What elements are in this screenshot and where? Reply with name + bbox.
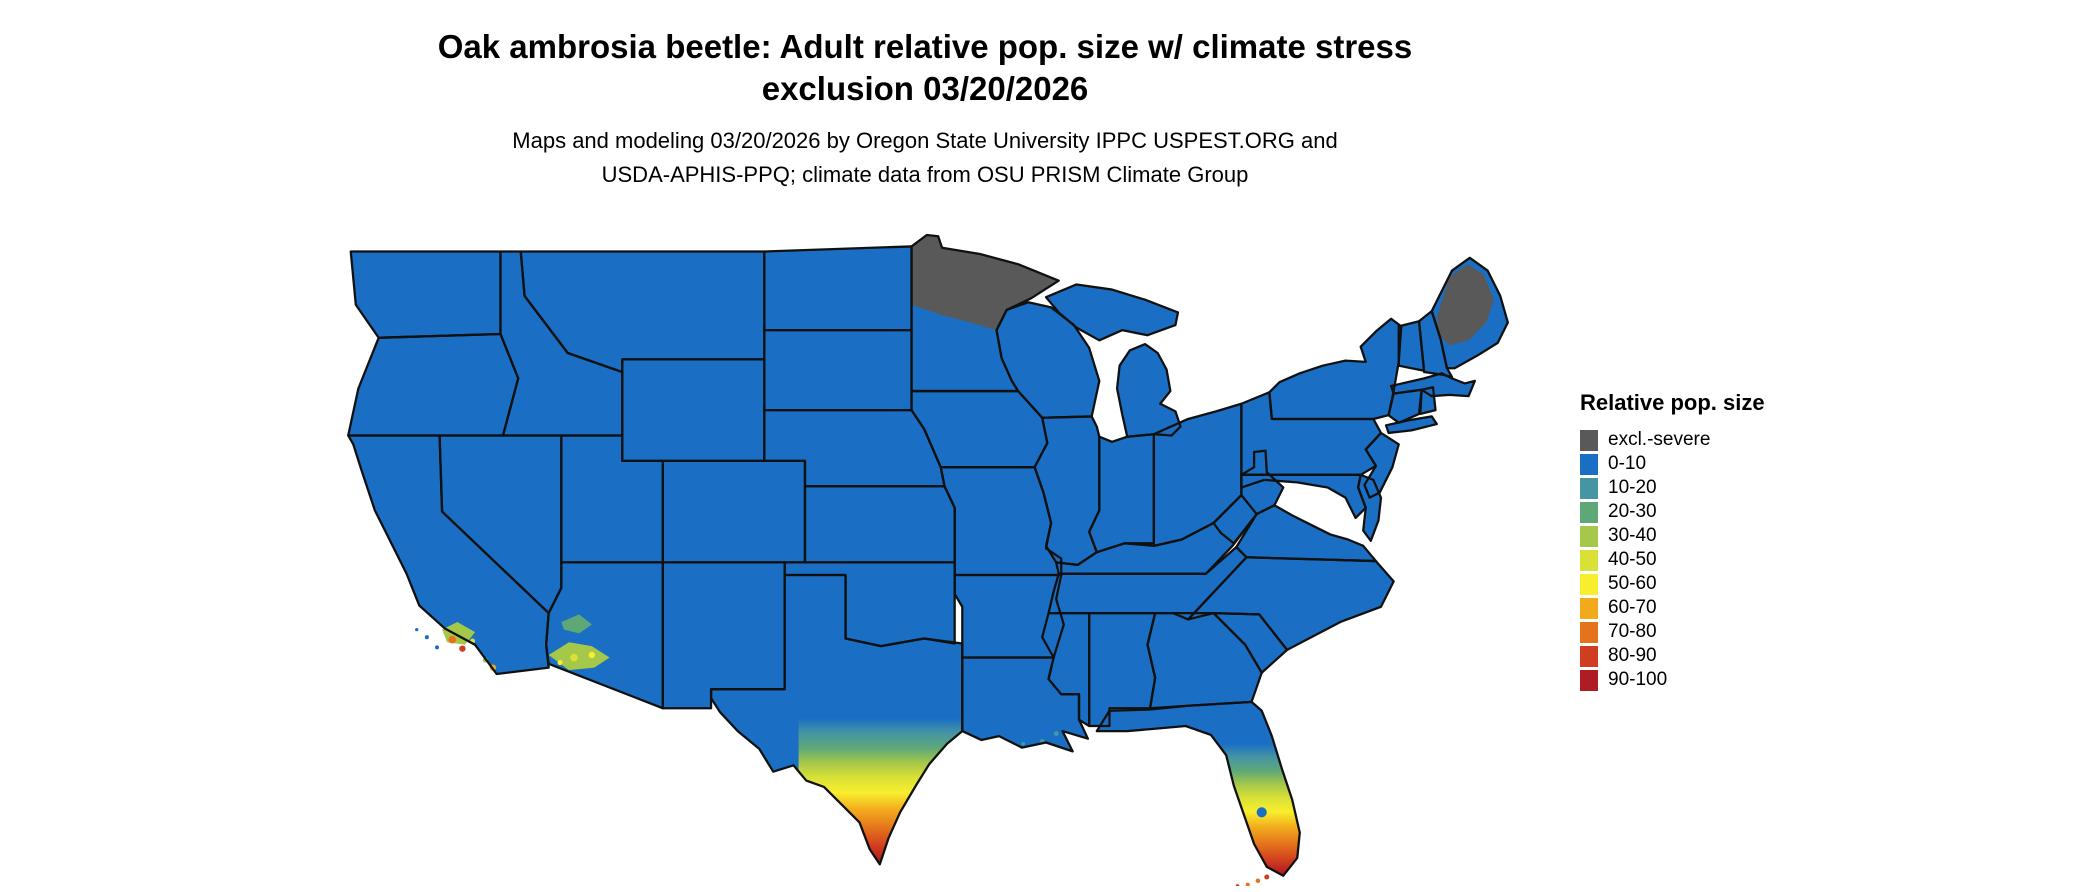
legend-items: excl.-severe 0-10 10-20 20-30 30-40 40-50 50-6… <box>1580 428 1840 692</box>
florida-keys-dot <box>1255 878 1261 884</box>
delta-speck <box>1053 731 1059 737</box>
subtitle-line-2: USDA-APHIS-PPQ; climate data from OSU PR… <box>601 162 1249 187</box>
legend-item-label: 20-30 <box>1608 501 1657 522</box>
florida-keys-dot <box>1264 874 1270 880</box>
channel-island <box>434 645 440 650</box>
florida-keys-dot <box>1235 884 1240 888</box>
legend-item: 70-80 <box>1580 620 1840 644</box>
delta-speck <box>1021 741 1026 746</box>
legend-item: 50-60 <box>1580 572 1840 596</box>
legend-item: 30-40 <box>1580 524 1840 548</box>
legend-swatch <box>1580 453 1598 475</box>
legend-item-label: 50-60 <box>1608 573 1657 594</box>
legend-item-label: 40-50 <box>1608 549 1657 570</box>
page-title: Oak ambrosia beetle: Adult relative pop.… <box>0 26 1850 110</box>
legend-item: 40-50 <box>1580 548 1840 572</box>
arizona-hotspot-dot <box>588 651 595 659</box>
page-subtitle: Maps and modeling 03/20/2026 by Oregon S… <box>0 124 1850 192</box>
legend-swatch <box>1580 477 1598 499</box>
legend-swatch <box>1580 621 1598 643</box>
legend-item: 20-30 <box>1580 500 1840 524</box>
legend-item-label: 70-80 <box>1608 621 1657 642</box>
channel-island <box>415 627 419 632</box>
socal-hotspot-dot <box>459 645 466 652</box>
legend-item: 0-10 <box>1580 452 1840 476</box>
channel-island <box>424 635 429 640</box>
excluded-region-minnesota <box>911 235 1059 331</box>
legend-item-label: excl.-severe <box>1608 429 1711 450</box>
legend-item-label: 10-20 <box>1608 477 1657 498</box>
arizona-hotspot-north <box>561 614 592 634</box>
legend-item: 60-70 <box>1580 596 1840 620</box>
legend-item-label: 90-100 <box>1608 669 1668 690</box>
legend-title: Relative pop. size <box>1580 390 1765 415</box>
excluded-region-maine <box>1436 264 1494 346</box>
arizona-hotspot-dot <box>557 660 563 666</box>
legend-item: excl.-severe <box>1580 428 1840 452</box>
us-map-svg <box>347 233 1509 888</box>
legend-swatch <box>1580 501 1598 523</box>
legend-item: 80-90 <box>1580 644 1840 668</box>
socal-hotspot-dot <box>448 635 457 644</box>
legend-item-label: 0-10 <box>1608 453 1647 474</box>
title-line-2: exclusion 03/20/2026 <box>761 70 1089 107</box>
legend-item-label: 30-40 <box>1608 525 1657 546</box>
legend-swatch <box>1580 669 1598 691</box>
legend: Relative pop. size excl.-severe 0-10 10-20… <box>1580 390 1840 692</box>
legend-swatch <box>1580 573 1598 595</box>
legend-item-label: 60-70 <box>1608 597 1657 618</box>
florida-keys-dot <box>1245 882 1250 887</box>
arizona-hotspot-dot <box>570 653 578 662</box>
subtitle-line-1: Maps and modeling 03/20/2026 by Oregon S… <box>512 128 1338 153</box>
title-line-1: Oak ambrosia beetle: Adult relative pop.… <box>437 28 1413 65</box>
florida-gradient-region <box>1175 739 1300 876</box>
legend-item: 90-100 <box>1580 668 1840 692</box>
us-map <box>300 226 1518 888</box>
legend-swatch <box>1580 597 1598 619</box>
us-map-fill-layer <box>348 235 1508 876</box>
legend-swatch <box>1580 645 1598 667</box>
legend-swatch <box>1580 525 1598 547</box>
legend-item: 10-20 <box>1580 476 1840 500</box>
legend-swatch <box>1580 429 1598 451</box>
legend-item-label: 80-90 <box>1608 645 1657 666</box>
legend-swatch <box>1580 549 1598 571</box>
lake-okeechobee <box>1256 807 1267 818</box>
arizona-hotspot <box>548 642 610 671</box>
